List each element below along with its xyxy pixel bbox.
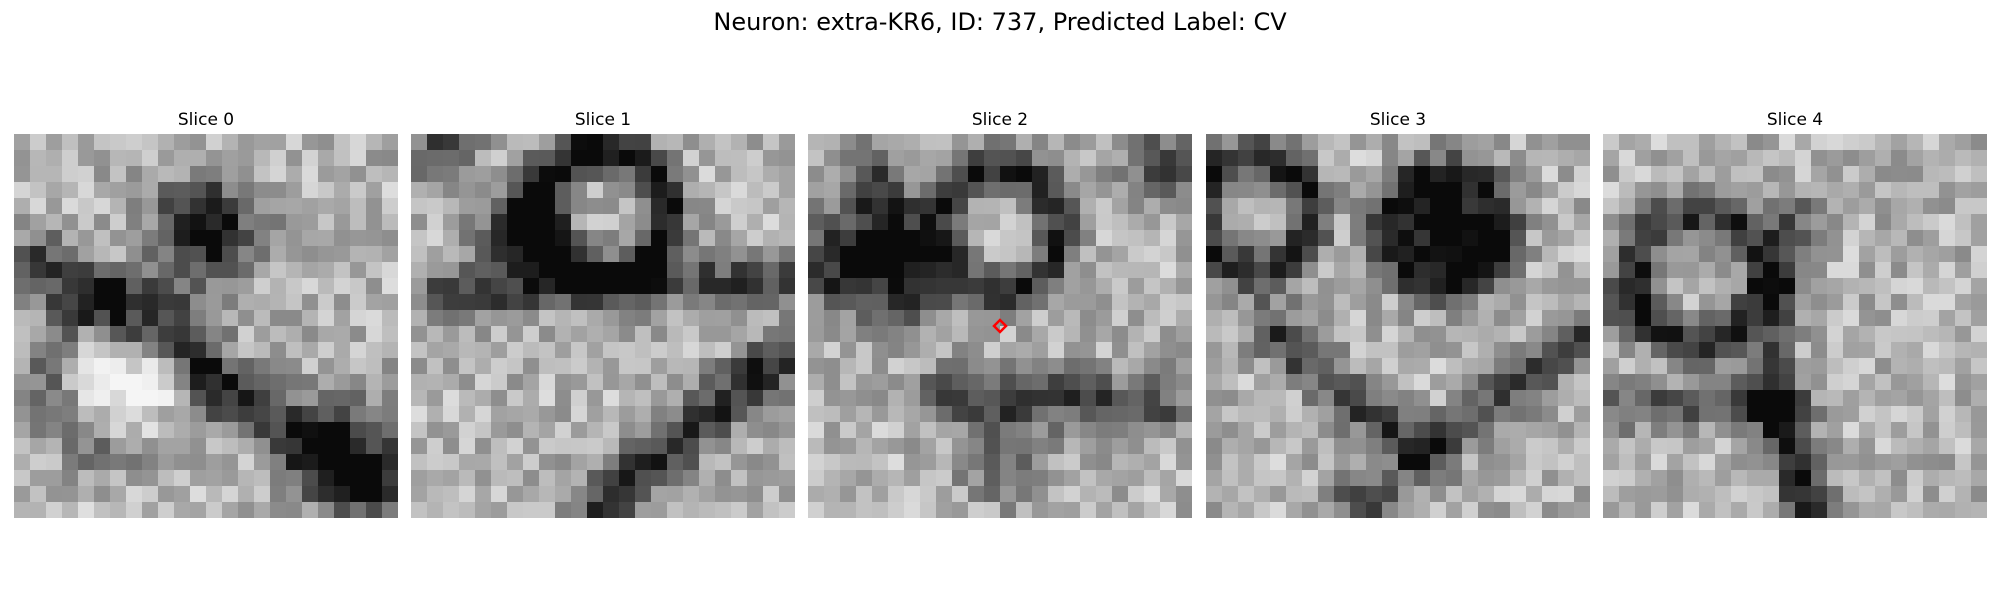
slice-title-2: Slice 2	[971, 110, 1029, 130]
figure-title: Neuron: extra-KR6, ID: 737, Predicted La…	[713, 8, 1287, 36]
slice-image-2	[808, 134, 1192, 518]
slice-image-3	[1206, 134, 1590, 518]
slice-title-0: Slice 0	[177, 110, 235, 130]
slice-image-4	[1603, 134, 1987, 518]
slice-panel-4: Slice 4	[1603, 108, 1987, 518]
slice-panel-3: Slice 3	[1206, 108, 1590, 518]
center-marker-icon	[992, 318, 1008, 334]
slice-image-1	[411, 134, 795, 518]
slice-panel-1: Slice 1	[411, 108, 795, 518]
slice-panel-0: Slice 0	[14, 108, 398, 518]
slice-image-0	[14, 134, 398, 518]
slice-title-4: Slice 4	[1766, 110, 1824, 130]
slice-title-3: Slice 3	[1369, 110, 1427, 130]
slice-panel-2: Slice 2	[808, 108, 1192, 518]
slice-title-1: Slice 1	[574, 110, 632, 130]
